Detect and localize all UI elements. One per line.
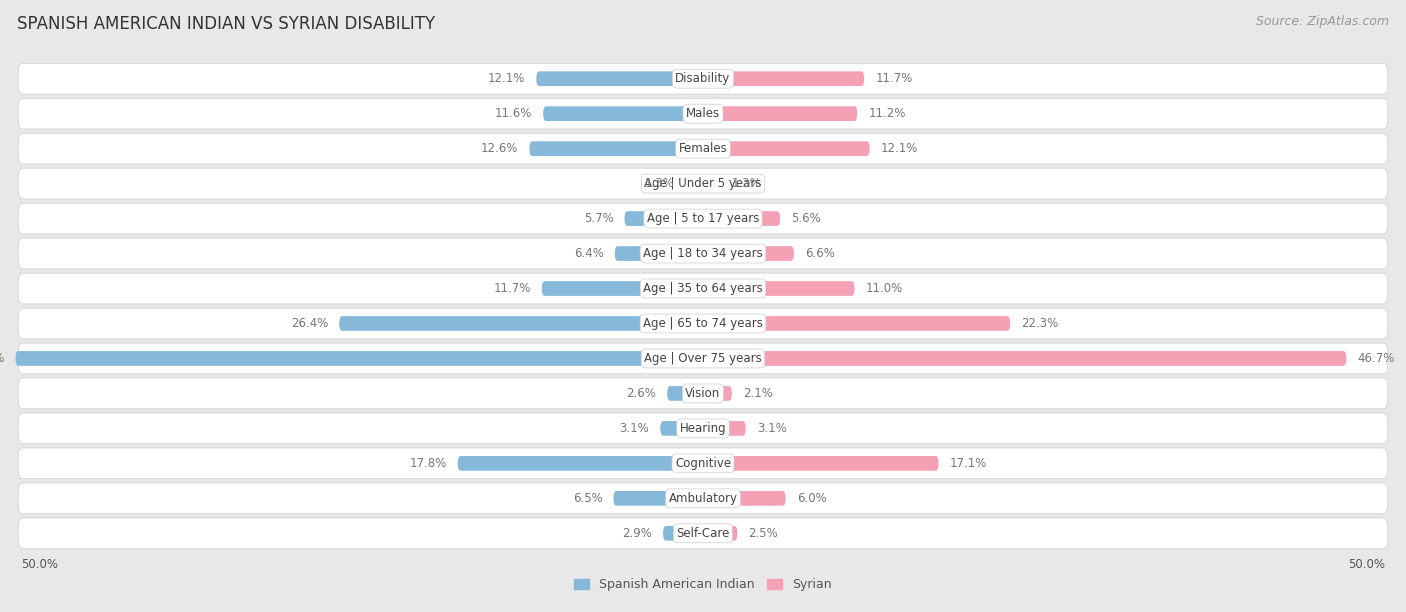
FancyBboxPatch shape: [18, 378, 1388, 409]
FancyBboxPatch shape: [18, 133, 1388, 164]
FancyBboxPatch shape: [339, 316, 703, 331]
FancyBboxPatch shape: [18, 448, 1388, 479]
Text: 1.3%: 1.3%: [733, 177, 762, 190]
FancyBboxPatch shape: [703, 211, 780, 226]
Text: 12.6%: 12.6%: [481, 142, 519, 155]
FancyBboxPatch shape: [18, 63, 1388, 94]
Legend: Spanish American Indian, Syrian: Spanish American Indian, Syrian: [574, 578, 832, 591]
Text: 46.7%: 46.7%: [1358, 352, 1395, 365]
FancyBboxPatch shape: [703, 456, 939, 471]
Text: Cognitive: Cognitive: [675, 457, 731, 470]
Text: 2.5%: 2.5%: [748, 527, 778, 540]
FancyBboxPatch shape: [530, 141, 703, 156]
FancyBboxPatch shape: [18, 238, 1388, 269]
FancyBboxPatch shape: [668, 386, 703, 401]
Text: 2.9%: 2.9%: [621, 527, 652, 540]
Text: 11.7%: 11.7%: [494, 282, 531, 295]
FancyBboxPatch shape: [703, 141, 870, 156]
Text: 2.6%: 2.6%: [626, 387, 657, 400]
Text: Age | 65 to 74 years: Age | 65 to 74 years: [643, 317, 763, 330]
FancyBboxPatch shape: [18, 343, 1388, 374]
FancyBboxPatch shape: [703, 72, 865, 86]
FancyBboxPatch shape: [664, 526, 703, 540]
FancyBboxPatch shape: [543, 106, 703, 121]
Text: 49.9%: 49.9%: [0, 352, 4, 365]
FancyBboxPatch shape: [661, 421, 703, 436]
Text: 1.3%: 1.3%: [644, 177, 673, 190]
FancyBboxPatch shape: [703, 281, 855, 296]
Text: 5.7%: 5.7%: [583, 212, 613, 225]
Text: 50.0%: 50.0%: [21, 559, 58, 572]
FancyBboxPatch shape: [18, 308, 1388, 339]
FancyBboxPatch shape: [703, 246, 794, 261]
Text: Age | Over 75 years: Age | Over 75 years: [644, 352, 762, 365]
Text: Age | 18 to 34 years: Age | 18 to 34 years: [643, 247, 763, 260]
FancyBboxPatch shape: [703, 106, 858, 121]
FancyBboxPatch shape: [703, 491, 786, 506]
FancyBboxPatch shape: [18, 273, 1388, 304]
Text: Hearing: Hearing: [679, 422, 727, 435]
Text: 12.1%: 12.1%: [880, 142, 918, 155]
Text: Source: ZipAtlas.com: Source: ZipAtlas.com: [1256, 15, 1389, 28]
Text: 6.4%: 6.4%: [574, 247, 603, 260]
Text: 11.0%: 11.0%: [866, 282, 903, 295]
Text: Males: Males: [686, 107, 720, 120]
FancyBboxPatch shape: [18, 168, 1388, 199]
FancyBboxPatch shape: [703, 526, 738, 540]
Text: Vision: Vision: [685, 387, 721, 400]
Text: 3.1%: 3.1%: [620, 422, 650, 435]
FancyBboxPatch shape: [703, 421, 745, 436]
FancyBboxPatch shape: [703, 386, 733, 401]
FancyBboxPatch shape: [458, 456, 703, 471]
Text: Age | Under 5 years: Age | Under 5 years: [644, 177, 762, 190]
FancyBboxPatch shape: [685, 176, 703, 191]
Text: 6.0%: 6.0%: [797, 492, 827, 505]
Text: Ambulatory: Ambulatory: [668, 492, 738, 505]
FancyBboxPatch shape: [18, 203, 1388, 234]
Text: Disability: Disability: [675, 72, 731, 85]
Text: 3.1%: 3.1%: [756, 422, 786, 435]
FancyBboxPatch shape: [624, 211, 703, 226]
FancyBboxPatch shape: [18, 413, 1388, 444]
FancyBboxPatch shape: [613, 491, 703, 506]
Text: Self-Care: Self-Care: [676, 527, 730, 540]
Text: SPANISH AMERICAN INDIAN VS SYRIAN DISABILITY: SPANISH AMERICAN INDIAN VS SYRIAN DISABI…: [17, 15, 434, 33]
FancyBboxPatch shape: [15, 351, 703, 366]
Text: 11.6%: 11.6%: [495, 107, 531, 120]
Text: 17.8%: 17.8%: [409, 457, 447, 470]
Text: 5.6%: 5.6%: [792, 212, 821, 225]
FancyBboxPatch shape: [18, 518, 1388, 549]
FancyBboxPatch shape: [703, 316, 1011, 331]
FancyBboxPatch shape: [18, 483, 1388, 513]
Text: 11.7%: 11.7%: [875, 72, 912, 85]
Text: Age | 35 to 64 years: Age | 35 to 64 years: [643, 282, 763, 295]
Text: Age | 5 to 17 years: Age | 5 to 17 years: [647, 212, 759, 225]
FancyBboxPatch shape: [703, 351, 1347, 366]
Text: 11.2%: 11.2%: [869, 107, 905, 120]
Text: 17.1%: 17.1%: [949, 457, 987, 470]
FancyBboxPatch shape: [614, 246, 703, 261]
Text: 26.4%: 26.4%: [291, 317, 328, 330]
FancyBboxPatch shape: [18, 99, 1388, 129]
Text: 12.1%: 12.1%: [488, 72, 526, 85]
Text: 6.5%: 6.5%: [572, 492, 602, 505]
Text: 50.0%: 50.0%: [1348, 559, 1385, 572]
Text: 2.1%: 2.1%: [742, 387, 773, 400]
FancyBboxPatch shape: [536, 72, 703, 86]
Text: Females: Females: [679, 142, 727, 155]
FancyBboxPatch shape: [541, 281, 703, 296]
FancyBboxPatch shape: [703, 176, 721, 191]
Text: 22.3%: 22.3%: [1021, 317, 1059, 330]
Text: 6.6%: 6.6%: [806, 247, 835, 260]
